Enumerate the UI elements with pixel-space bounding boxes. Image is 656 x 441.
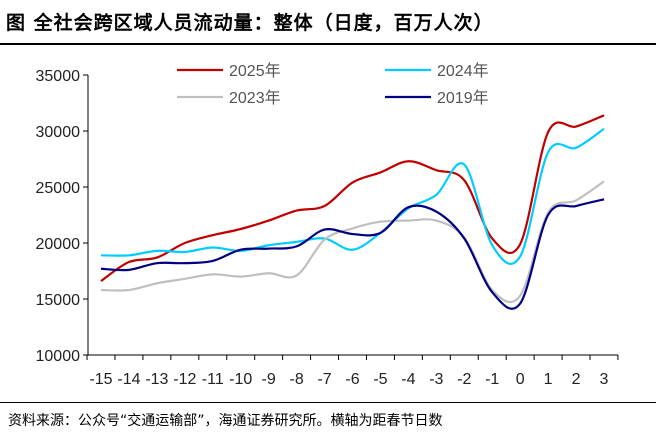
x-tick-label: -5: [373, 371, 387, 388]
x-tick-label: 0: [516, 371, 525, 388]
x-tick-label: 2: [572, 371, 581, 388]
title-divider: [0, 43, 656, 45]
y-tick-label: 25000: [36, 180, 81, 197]
legend-label: 2025年: [229, 62, 281, 80]
source-divider: [0, 402, 656, 403]
legend-label: 2019年: [437, 89, 489, 107]
series-line-2024: [100, 127, 605, 265]
legend-label: 2024年: [437, 62, 489, 80]
x-tick-label: 1: [544, 371, 553, 388]
series-line-2025: [100, 114, 605, 282]
y-tick-label: 20000: [36, 236, 81, 253]
x-tick-label: -9: [262, 371, 276, 388]
y-tick-label: 35000: [36, 68, 81, 85]
chart-title: 图 全社会跨区域人员流动量：整体（日度，百万人次）: [6, 12, 494, 34]
x-tick-label: -10: [229, 371, 252, 388]
x-tick-label: -4: [401, 371, 415, 388]
x-tick-label: 3: [600, 371, 609, 388]
legend-label: 2023年: [229, 89, 281, 107]
x-tick-label: -8: [289, 371, 303, 388]
series-line-2019: [100, 198, 605, 310]
x-tick-label: -12: [173, 371, 196, 388]
source-note: 资料来源：公众号“交通运输部”，海通证券研究所。横轴为距春节日数: [8, 413, 443, 429]
series-line-2023: [100, 180, 605, 304]
y-tick-label: 10000: [36, 348, 81, 365]
x-tick-label: -7: [317, 371, 331, 388]
x-tick-label: -1: [485, 371, 499, 388]
x-tick-label: -3: [429, 371, 443, 388]
x-tick-label: -15: [89, 371, 112, 388]
x-tick-label: -13: [145, 371, 168, 388]
y-tick-label: 30000: [36, 124, 81, 141]
x-tick-label: -2: [457, 371, 471, 388]
y-tick-label: 15000: [36, 292, 81, 309]
x-tick-label: -14: [117, 371, 140, 388]
x-tick-label: -6: [345, 371, 359, 388]
x-tick-label: -11: [202, 371, 224, 388]
